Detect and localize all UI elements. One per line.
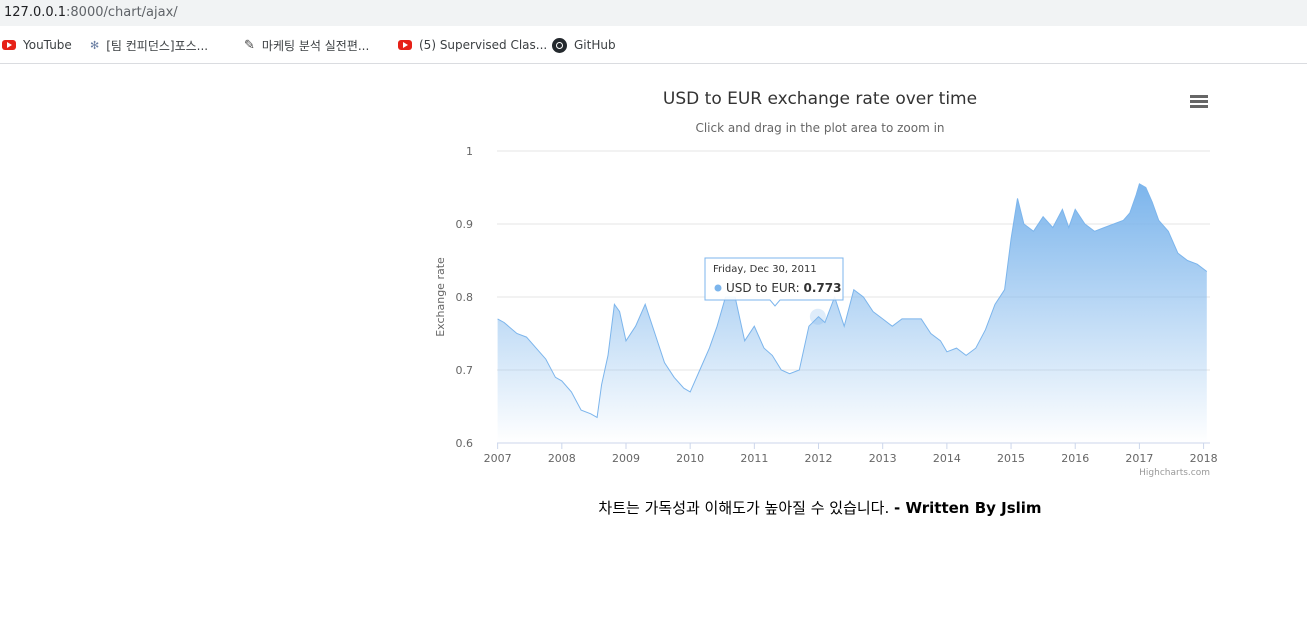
url-text: 127.0.0.1:8000/chart/ajax/ (4, 5, 178, 20)
tooltip-series-name: USD to EUR (726, 281, 796, 295)
bookmark-confluence[interactable]: ✻ [팀 컨피던스]포스... (90, 37, 208, 53)
x-tick-label: 2016 (1061, 452, 1089, 465)
x-tick-label: 2014 (933, 452, 961, 465)
bookmark-label: [팀 컨피던스]포스... (106, 38, 209, 53)
y-axis-label: Exchange rate (434, 257, 447, 337)
x-tick-label: 2017 (1125, 452, 1153, 465)
x-tick-label: 2009 (612, 452, 640, 465)
tooltip-marker (809, 308, 826, 325)
exchange-rate-chart[interactable]: USD to EUR exchange rate over time Click… (430, 70, 1220, 490)
y-tick-label: 1 (466, 145, 473, 158)
y-tick-label: 0.6 (456, 437, 474, 450)
pen-icon: ✎ (244, 37, 255, 53)
bookmark-label: YouTube (23, 38, 72, 52)
tooltip-series-dot (714, 284, 722, 292)
credits[interactable]: Highcharts.com (1139, 468, 1210, 478)
github-icon (552, 37, 567, 53)
x-tick-label: 2015 (997, 452, 1025, 465)
y-tick-label: 0.7 (456, 364, 474, 377)
tooltip-date: Friday, Dec 30, 2011 (713, 264, 817, 275)
x-tick-label: 2018 (1190, 452, 1218, 465)
caption-text: 차트는 가독성과 이해도가 높아질 수 있습니다. (598, 499, 895, 517)
y-tick-label: 0.8 (456, 291, 474, 304)
series-area (497, 183, 1207, 443)
address-bar[interactable]: 127.0.0.1:8000/chart/ajax/ (0, 0, 1307, 26)
bookmark-marketing[interactable]: ✎ 마케팅 분석 실전편... (244, 37, 369, 53)
bookmark-youtube[interactable]: YouTube (2, 37, 72, 53)
bookmark-github[interactable]: GitHub (552, 37, 616, 53)
bookmark-label: (5) Supervised Clas... (419, 38, 548, 52)
x-tick-label: 2011 (740, 452, 768, 465)
tooltip: Friday, Dec 30, 2011 USD to EUR: 0.773 (704, 257, 844, 307)
x-tick-label: 2012 (805, 452, 833, 465)
x-tick-label: 2013 (869, 452, 897, 465)
bookmark-label: 마케팅 분석 실전편... (261, 38, 370, 53)
chart-caption: 차트는 가독성과 이해도가 높아질 수 있습니다. - Written By J… (430, 497, 1210, 518)
y-tick-label: 0.9 (456, 218, 474, 231)
confluence-icon: ✻ (90, 38, 100, 52)
chart-subtitle: Click and drag in the plot area to zoom … (695, 121, 944, 135)
chart-title: USD to EUR exchange rate over time (663, 89, 977, 109)
x-tick-label: 2008 (548, 452, 576, 465)
series-line (497, 183, 1208, 419)
youtube-icon (2, 40, 16, 50)
bookmark-supervised[interactable]: (5) Supervised Clas... (398, 37, 547, 53)
x-tick-label: 2010 (676, 452, 704, 465)
chart-container[interactable]: USD to EUR exchange rate over time Click… (430, 70, 1220, 490)
menu-icon[interactable] (1190, 95, 1208, 108)
caption-author: - Written By Jslim (894, 499, 1042, 517)
tooltip-value: 0.773 (804, 281, 842, 295)
tooltip-value-line: USD to EUR: 0.773 (726, 281, 841, 295)
bookmark-label: GitHub (574, 38, 616, 52)
youtube-icon (398, 40, 412, 50)
bookmarks-bar: YouTube ✻ [팀 컨피던스]포스... ✎ 마케팅 분석 실전편... … (0, 27, 1307, 64)
x-tick-label: 2007 (484, 452, 512, 465)
